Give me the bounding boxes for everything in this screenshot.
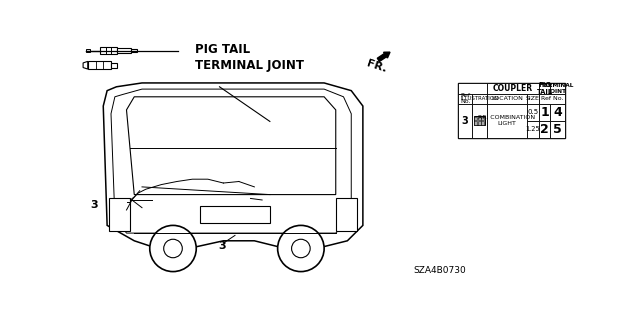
Bar <box>458 83 565 137</box>
Bar <box>474 121 477 124</box>
Bar <box>111 63 117 68</box>
Text: COUPLER: COUPLER <box>493 84 533 93</box>
Circle shape <box>292 239 310 258</box>
Text: 3: 3 <box>90 200 98 210</box>
FancyArrow shape <box>378 52 390 62</box>
Polygon shape <box>111 89 351 233</box>
Text: 0.5: 0.5 <box>527 109 538 115</box>
Text: FR.: FR. <box>365 58 388 74</box>
Text: SZA4B0730: SZA4B0730 <box>413 266 466 275</box>
Bar <box>487 83 539 94</box>
Bar <box>478 117 481 120</box>
Bar <box>472 104 487 137</box>
Text: Ref
No.: Ref No. <box>460 93 470 104</box>
Circle shape <box>278 226 324 271</box>
Bar <box>539 121 550 137</box>
Bar <box>100 47 117 55</box>
Text: Ref No.: Ref No. <box>541 96 563 101</box>
Bar <box>474 117 477 120</box>
Text: TERMINAL
JOINT: TERMINAL JOINT <box>541 83 575 94</box>
Text: 5: 5 <box>554 122 562 136</box>
Bar <box>539 94 565 104</box>
Bar <box>131 49 138 52</box>
Bar <box>336 198 358 231</box>
Bar <box>474 116 485 125</box>
Text: SIZE: SIZE <box>526 96 540 101</box>
Bar <box>458 94 472 104</box>
Text: PIG TAIL: PIG TAIL <box>195 43 250 56</box>
Circle shape <box>150 226 196 271</box>
Bar <box>481 121 484 124</box>
Text: 3: 3 <box>462 116 468 126</box>
Bar <box>472 94 487 104</box>
Bar <box>550 104 565 121</box>
Circle shape <box>164 239 182 258</box>
Text: 1.25: 1.25 <box>525 126 540 132</box>
Bar <box>487 94 527 104</box>
Bar <box>481 117 484 120</box>
Bar <box>458 83 487 94</box>
Bar <box>527 121 539 137</box>
Text: ILLUSTRATION: ILLUSTRATION <box>460 96 499 101</box>
Polygon shape <box>103 83 363 249</box>
Text: 4: 4 <box>554 106 562 119</box>
Bar <box>117 48 131 53</box>
Bar <box>550 83 565 94</box>
Bar <box>88 61 111 69</box>
Text: TERMINAL JOINT: TERMINAL JOINT <box>195 60 304 72</box>
Bar <box>109 198 131 231</box>
Bar <box>550 121 565 137</box>
Bar <box>487 104 527 137</box>
Bar <box>539 83 550 94</box>
Bar <box>539 104 550 121</box>
Polygon shape <box>127 97 336 195</box>
Text: 2: 2 <box>540 122 549 136</box>
Text: LOCATION: LOCATION <box>491 96 523 101</box>
Polygon shape <box>86 49 90 52</box>
Text: 1: 1 <box>540 106 549 119</box>
Text: RR. COMBINATION
LIGHT: RR. COMBINATION LIGHT <box>479 115 536 126</box>
Polygon shape <box>83 61 88 69</box>
Text: 3: 3 <box>218 241 225 251</box>
Bar <box>527 104 539 121</box>
Bar <box>527 94 539 104</box>
Bar <box>458 104 472 137</box>
Text: PIG
TAIL: PIG TAIL <box>536 82 553 95</box>
Bar <box>200 206 270 223</box>
Bar <box>478 121 481 124</box>
